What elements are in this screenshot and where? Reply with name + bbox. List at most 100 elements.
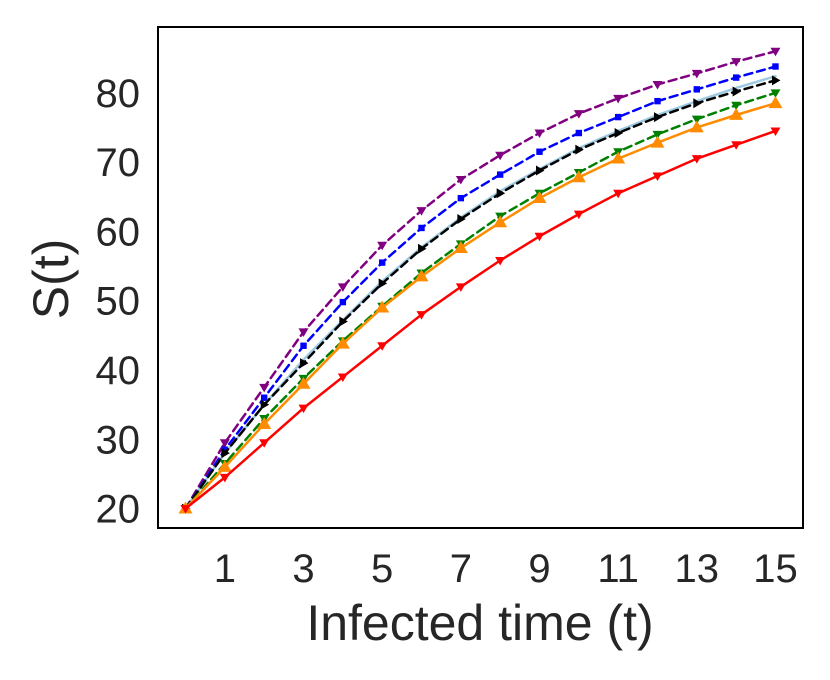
data-point xyxy=(611,151,626,164)
data-point xyxy=(732,86,742,97)
data-point xyxy=(339,316,348,327)
data-point xyxy=(416,311,427,320)
data-point xyxy=(691,155,702,164)
data-point xyxy=(455,283,466,292)
data-point xyxy=(536,148,543,155)
y-tick-label: 70 xyxy=(96,141,141,185)
data-point xyxy=(731,141,742,150)
data-point xyxy=(652,130,663,140)
data-point xyxy=(260,394,268,401)
data-point xyxy=(300,342,307,349)
data-point xyxy=(654,97,661,105)
x-axis-label: Infected time (t) xyxy=(306,595,653,651)
data-point xyxy=(378,278,388,289)
data-point xyxy=(457,213,466,224)
series-line xyxy=(184,79,777,510)
data-point xyxy=(535,165,545,176)
series-line xyxy=(184,129,777,510)
data-point xyxy=(771,75,781,86)
series-orange xyxy=(178,96,783,514)
x-tick-label: 7 xyxy=(450,547,472,591)
data-point xyxy=(732,74,740,81)
data-point xyxy=(375,300,390,313)
data-point xyxy=(575,144,584,155)
data-point xyxy=(729,108,744,120)
data-point xyxy=(180,505,191,514)
data-point xyxy=(731,101,742,111)
data-point xyxy=(613,189,624,199)
x-tick-label: 9 xyxy=(528,547,550,591)
x-tick-label: 11 xyxy=(597,547,639,591)
data-point xyxy=(614,128,624,139)
data-point xyxy=(770,127,781,136)
data-point xyxy=(260,399,270,410)
data-point xyxy=(650,135,665,148)
data-point xyxy=(496,188,506,199)
series-red xyxy=(180,127,781,514)
data-point xyxy=(495,151,506,161)
data-point xyxy=(614,113,622,121)
y-tick-labels: 20 30 40 50 60 70 80 xyxy=(96,72,141,532)
x-tick-label: 5 xyxy=(371,547,393,591)
data-point xyxy=(768,96,783,109)
data-point xyxy=(298,404,309,414)
x-tick-label: 3 xyxy=(292,547,314,591)
data-point xyxy=(534,129,545,139)
data-point xyxy=(418,243,427,254)
data-point xyxy=(378,259,386,266)
data-point xyxy=(298,328,309,337)
data-point xyxy=(221,446,229,453)
data-point xyxy=(335,336,350,349)
data-point xyxy=(337,283,348,292)
series-line xyxy=(184,50,777,510)
data-point xyxy=(300,358,309,369)
data-point xyxy=(731,58,742,67)
data-point xyxy=(296,376,311,389)
series-black xyxy=(182,75,781,514)
data-point xyxy=(259,383,270,393)
data-point xyxy=(652,172,663,181)
y-tick-label: 20 xyxy=(96,488,141,532)
data-point xyxy=(259,439,270,448)
data-point xyxy=(257,417,272,429)
data-point xyxy=(219,473,230,483)
data-point xyxy=(772,63,779,70)
data-point xyxy=(416,207,427,216)
y-tick-label: 50 xyxy=(96,280,141,324)
data-point xyxy=(339,298,347,306)
data-point xyxy=(453,241,468,253)
series-line xyxy=(184,65,777,510)
data-point xyxy=(457,194,465,202)
plot-frame xyxy=(157,26,804,529)
x-tick-label: 13 xyxy=(675,547,720,591)
data-point xyxy=(377,342,388,351)
series-line xyxy=(184,91,777,510)
data-point xyxy=(770,89,781,98)
data-point xyxy=(534,232,545,242)
data-point xyxy=(573,110,584,119)
data-point xyxy=(573,210,584,220)
data-point xyxy=(495,257,506,266)
data-point xyxy=(455,175,466,185)
series-purple xyxy=(180,47,781,514)
data-point xyxy=(217,460,232,472)
data-point xyxy=(337,373,348,382)
data-point xyxy=(691,69,702,79)
y-tick-label: 30 xyxy=(96,418,141,462)
data-point xyxy=(532,191,547,204)
data-point xyxy=(770,47,781,57)
y-axis-label: S(t) xyxy=(23,239,79,320)
series-line xyxy=(184,101,777,510)
data-point xyxy=(689,120,704,133)
series-layer xyxy=(178,47,783,514)
data-point xyxy=(653,112,663,123)
data-point xyxy=(693,98,702,109)
y-tick-label: 40 xyxy=(96,349,141,393)
data-point xyxy=(652,81,663,90)
data-point xyxy=(571,170,586,183)
data-point xyxy=(219,439,230,448)
x-tick-label: 15 xyxy=(753,547,798,591)
data-point xyxy=(377,241,388,251)
data-point xyxy=(575,129,583,137)
data-point xyxy=(496,171,504,178)
